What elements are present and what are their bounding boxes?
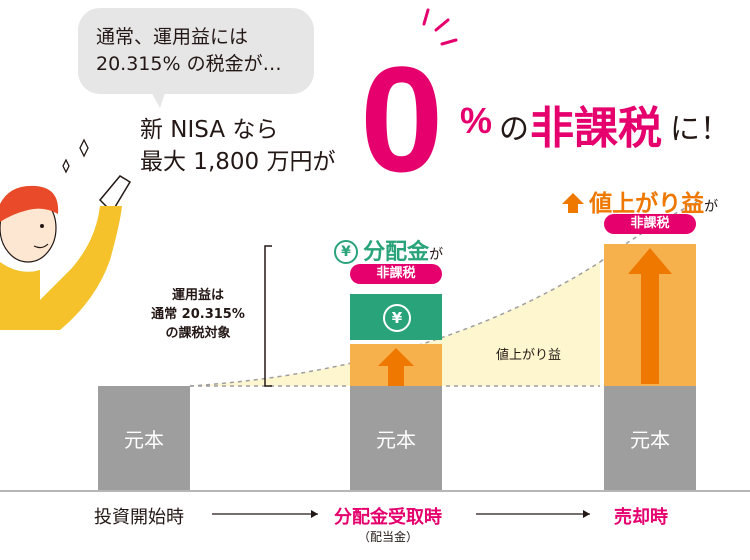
headline-zero: 0 [360,35,444,203]
yen-coin-icon: ¥ [334,240,358,264]
dividend-title: ¥ 分配金が [334,234,443,266]
sparkle-icon [62,138,89,174]
dividend-title-text: 分配金 [363,240,430,265]
speech-bubble [78,8,314,94]
nisa-line2: 最大 1,800 万円が [140,149,336,175]
side-note-line2: 通常 20.315% [151,307,245,322]
speech-bubble-text: 通常、運用益には 20.315% の税金が… [96,24,282,78]
axis-label-sale: 売却時 [614,507,668,528]
principal-bar-sale: 元本 [604,386,696,490]
side-note-line3: の課税対象 [165,326,231,341]
headline-ni: に！ [670,112,730,147]
headline-percent: % [460,100,493,141]
axis-label-dividend: 分配金受取時 [334,507,442,528]
accent-rays [422,8,458,46]
headline-no: の [499,112,529,147]
side-note: 運用益は 通常 20.315% の課税対象 [136,286,260,343]
house-arrow-icon [562,193,584,213]
person-hair [0,185,59,222]
person-sleeve [0,206,122,330]
sale-hikazei-pill: 非課税 [604,214,696,234]
principal-bar-dividend: 元本 [350,386,442,490]
principal-label-start: 元本 [124,428,164,452]
dividend-title-ga: が [429,247,444,263]
dividend-block: ¥ [350,294,442,340]
nisa-text: 新 NISA なら 最大 1,800 万円が [140,114,335,178]
sale-title-text: 値上がり益 [589,191,705,217]
dividend-gain-block [350,344,442,386]
up-arrow-large-icon [628,248,672,384]
curve-label: 値上がり益 [496,348,562,363]
nisa-line1: 新 NISA なら [140,117,279,143]
speech-bubble-line1: 通常、運用益には [96,26,249,48]
principal-label-sale: 元本 [630,428,670,452]
person-illustration [0,175,132,330]
axis-sublabel-dividend: （配当金） [358,530,419,544]
up-arrow-icon [378,348,414,386]
principal-bar-start: 元本 [98,386,190,490]
sale-title: 値上がり益が [562,184,718,218]
axis-label-start: 投資開始時 [94,507,184,528]
timeline-arrow-head-1 [311,510,318,518]
growth-fill [190,262,600,386]
sale-gain-block [604,244,696,386]
sale-title-ga: が [704,199,719,215]
principal-label-dividend: 元本 [376,428,416,452]
person-smile [33,243,49,249]
speech-bubble-line2: 20.315% の税金が… [96,53,282,75]
person-body [0,262,40,330]
headline-hikazei: 非課税 [530,103,662,154]
side-bracket [264,245,272,387]
speech-bubble-tail [150,90,166,108]
timeline-arrow-head-2 [583,510,590,518]
dividend-yen-icon: ¥ [383,304,411,332]
person-eye [40,224,44,228]
side-note-line1: 運用益は [171,288,224,303]
dividend-hikazei-pill: 非課税 [350,264,442,284]
